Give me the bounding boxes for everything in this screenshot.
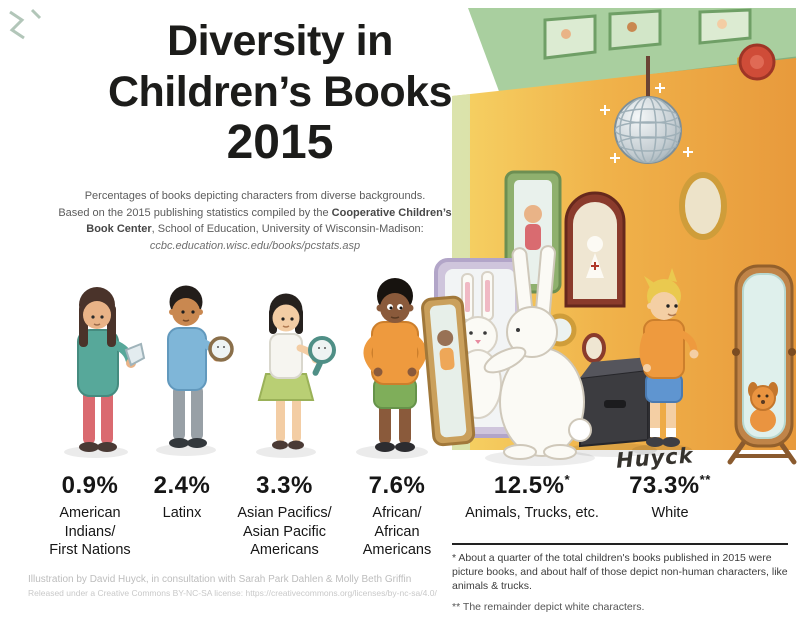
- stat-value: 73.3%**: [600, 472, 740, 500]
- stat-label-line: Latinx: [162, 505, 202, 521]
- credits: Illustration by David Huyck, in consulta…: [28, 574, 437, 598]
- stat-percent: 7.6%: [368, 472, 426, 499]
- footnote-picture-books: * About a quarter of the total children'…: [452, 552, 788, 593]
- puppy-reflection-icon: [748, 382, 778, 432]
- footnotes: * About a quarter of the total children'…: [452, 543, 788, 614]
- stat-suffix: **: [699, 472, 711, 487]
- disco-ball-icon: [600, 56, 693, 164]
- subtitle-bold-2: Book Center: [86, 223, 152, 235]
- child-figure-american-indian: [64, 287, 146, 458]
- subtitle-bold-1: Cooperative Children’s: [331, 206, 452, 219]
- stat-percent: 0.9%: [61, 472, 119, 499]
- stat-latinx: 2.4% Latinx: [142, 472, 222, 523]
- stat-label-line: Americans: [362, 542, 432, 559]
- white-rabbit: [483, 245, 595, 466]
- subtitle-line-1: Percentages of books depicting character…: [84, 190, 426, 202]
- stat-african-american: 7.6% African/ African Americans: [338, 472, 456, 560]
- ccbc-url-text: ccbc.education.wisc.edu/books/pcstats.as…: [149, 239, 361, 252]
- title-line-2: Children’s Books: [107, 67, 453, 116]
- maroon-arch-mirror: [564, 191, 626, 308]
- small-maroon-mirror: [582, 333, 606, 363]
- stat-label-line: African: [374, 523, 420, 540]
- stat-label-line: American: [59, 505, 121, 521]
- illustration-scene: [9, 8, 797, 466]
- sparkle-icon: [600, 83, 693, 163]
- hand-mirror-icon: [308, 336, 336, 376]
- stat-percent: 3.3%: [256, 472, 313, 499]
- corner-doodle-icon: [9, 8, 42, 40]
- child-figure-asian-pacific: [256, 293, 336, 458]
- ceiling: [468, 8, 797, 96]
- stat-american-indians: 0.9% American Indians/ First Nations: [25, 472, 155, 560]
- title-year: 2015: [226, 116, 334, 170]
- subtitle-line-3: , School of Education, University of Wis…: [151, 223, 424, 235]
- child-figure-white: [632, 268, 699, 456]
- stat-percent: 73.3%: [629, 472, 700, 499]
- footnote-remainder: ** The remainder depict white characters…: [452, 600, 645, 613]
- red-wall-mirror-icon: [737, 43, 776, 81]
- mirror-shard-icon: [124, 342, 146, 367]
- stat-label-line: Americans: [250, 542, 319, 559]
- subtitle-line-2: Based on the 2015 publishing statistics …: [58, 206, 332, 219]
- hand-mirror-small-icon: [208, 336, 234, 362]
- subtitle: Percentages of books depicting character…: [50, 188, 460, 254]
- gold-oval-mirror: [679, 172, 727, 240]
- stat-value: 0.9%: [25, 472, 155, 500]
- credit-illustration: Illustration by David Huyck, in consulta…: [28, 574, 412, 585]
- stat-percent: 2.4%: [153, 472, 211, 499]
- child-figure-african-american: [356, 278, 428, 459]
- child-figure-latinx: [156, 285, 234, 456]
- stat-label-line: Animals, Trucks, etc.: [465, 505, 599, 521]
- leaning-mirror: [421, 295, 476, 447]
- stat-value: 12.5%*: [448, 472, 616, 500]
- stat-value: 2.4%: [142, 472, 222, 500]
- stat-animals-trucks: 12.5%* Animals, Trucks, etc.: [448, 472, 616, 523]
- ceiling-picture-frames: [543, 8, 752, 60]
- stat-label-line: Asian Pacifics/: [237, 505, 332, 521]
- stats-row: 0.9% American Indians/ First Nations 2.4…: [0, 472, 800, 564]
- stat-label-line: Asian Pacific: [242, 523, 326, 540]
- stat-white: 73.3%** White: [600, 472, 740, 523]
- title-line-1: Diversity in: [167, 17, 393, 65]
- cheval-mirror: [727, 264, 797, 465]
- stat-value: 7.6%: [338, 472, 456, 500]
- stat-label-line: African/: [372, 505, 422, 521]
- page-title: Diversity in Children’s Books 2015: [55, 16, 505, 170]
- stat-label-line: Indians/: [64, 523, 116, 540]
- stat-asian-pacific: 3.3% Asian Pacifics/ Asian Pacific Ameri…: [212, 472, 357, 560]
- stat-value: 3.3%: [212, 472, 357, 500]
- stat-suffix: *: [564, 472, 571, 487]
- credit-license: Released under a Creative Commons BY-NC-…: [28, 588, 437, 598]
- stat-label-line: White: [651, 505, 689, 521]
- stat-percent: 12.5%: [493, 472, 565, 499]
- stat-label-line: First Nations: [49, 542, 131, 559]
